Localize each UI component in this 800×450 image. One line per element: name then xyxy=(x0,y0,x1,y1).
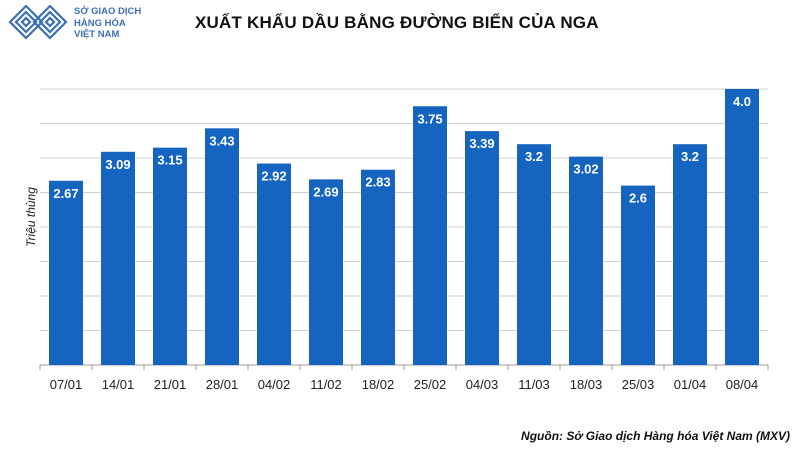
x-tick-label: 04/02 xyxy=(258,377,291,392)
x-tick-label: 25/03 xyxy=(622,377,655,392)
bar xyxy=(621,185,655,365)
data-label: 2.67 xyxy=(53,186,78,201)
bar xyxy=(153,147,187,365)
x-tick-label: 08/04 xyxy=(726,377,759,392)
x-tick-label: 07/01 xyxy=(50,377,83,392)
data-label: 2.6 xyxy=(629,191,647,206)
brand-logo: SỞ GIAO DỊCH HÀNG HÓA VIỆT NAM xyxy=(8,4,183,46)
bar xyxy=(673,144,707,365)
bar xyxy=(309,179,343,365)
x-tick-label: 28/01 xyxy=(206,377,239,392)
data-label: 3.39 xyxy=(469,136,494,151)
x-tick-label: 11/03 xyxy=(518,377,550,392)
bar xyxy=(49,180,83,365)
logo-icon xyxy=(8,4,68,40)
bar xyxy=(257,163,291,365)
x-tick-label: 25/02 xyxy=(414,377,447,392)
x-tick-label: 18/03 xyxy=(570,377,603,392)
brand-line-1: SỞ GIAO DỊCH xyxy=(74,6,142,17)
bar xyxy=(413,106,447,365)
data-label: 3.75 xyxy=(417,111,442,126)
brand-name: SỞ GIAO DỊCH HÀNG HÓA VIỆT NAM xyxy=(74,6,141,41)
bar xyxy=(465,131,499,365)
data-label: 3.15 xyxy=(157,153,182,168)
data-label: 2.92 xyxy=(261,169,286,184)
brand-line-2: HÀNG HÓA xyxy=(74,17,126,29)
data-label: 3.02 xyxy=(573,162,598,177)
bar xyxy=(725,89,759,365)
data-label: 2.69 xyxy=(313,184,338,199)
data-label: 3.09 xyxy=(105,157,130,172)
chart-title: XUẤT KHẨU DẦU BẰNG ĐƯỜNG BIỂN CỦA NGA xyxy=(195,13,599,32)
data-label: 4.0 xyxy=(733,94,751,109)
bar xyxy=(101,151,135,365)
x-tick-label: 04/03 xyxy=(466,377,499,392)
x-tick-label: 18/02 xyxy=(362,377,395,392)
x-tick-label: 11/02 xyxy=(310,377,342,392)
bar xyxy=(361,169,395,365)
data-label: 3.43 xyxy=(209,133,234,148)
x-tick-label: 21/01 xyxy=(154,377,187,392)
bar xyxy=(205,128,239,365)
x-tick-label: 01/04 xyxy=(674,377,707,392)
data-label: 3.2 xyxy=(681,149,699,164)
bar xyxy=(517,144,551,365)
data-label: 3.2 xyxy=(525,149,543,164)
x-tick-label: 14/01 xyxy=(102,377,135,392)
brand-line-3: VIỆT NAM xyxy=(74,29,120,40)
source-note: Nguồn: Sở Giao dịch Hàng hóa Việt Nam (M… xyxy=(521,429,790,443)
bar xyxy=(569,156,603,365)
data-label: 2.83 xyxy=(365,175,390,190)
